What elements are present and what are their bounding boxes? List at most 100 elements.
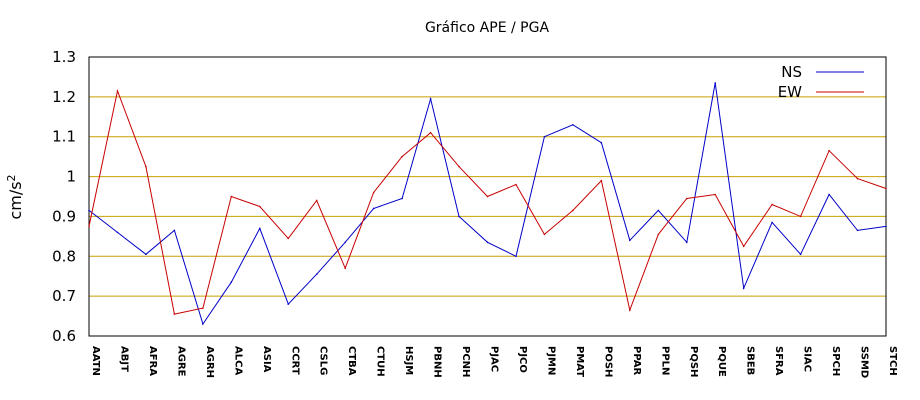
x-tick-label: ASIA <box>261 346 272 373</box>
series-line-ew <box>88 89 887 315</box>
x-tick-label: STCH <box>887 346 898 376</box>
data-point-ns <box>458 215 460 218</box>
x-tick-label: AFRA <box>147 346 158 376</box>
data-point-ew <box>600 179 603 182</box>
data-point-ns <box>714 82 717 84</box>
data-point-ns <box>145 253 147 256</box>
data-point-ns <box>572 123 574 126</box>
data-point-ns <box>515 255 517 258</box>
data-point-ns <box>287 303 290 305</box>
data-point-ew <box>258 205 261 208</box>
x-tick-label: CSLG <box>318 346 329 375</box>
data-point-ns <box>543 135 546 138</box>
y-tick-label: 1.2 <box>52 88 76 106</box>
data-point-ew <box>429 131 432 134</box>
x-tick-label: PPAR <box>631 346 642 375</box>
data-point-ns <box>486 241 489 244</box>
y-tick-label: 0.6 <box>52 327 76 345</box>
data-point-ns <box>202 323 204 325</box>
data-point-ns <box>799 253 802 256</box>
x-tick-label: PJCO <box>517 346 528 373</box>
data-point-ns <box>771 221 773 224</box>
data-point-ns <box>315 273 318 276</box>
data-point-ns <box>828 193 830 196</box>
x-tick-label: PQSH <box>688 346 699 377</box>
data-point-ew <box>344 267 346 270</box>
y-tick-label: 1.3 <box>52 48 76 66</box>
data-point-ns <box>344 241 346 244</box>
x-tick-label: AGRH <box>204 346 215 378</box>
data-point-ns <box>401 197 403 200</box>
data-point-ew <box>515 183 517 186</box>
data-point-ew <box>202 307 204 309</box>
x-tick-label: SIAC <box>802 346 813 372</box>
data-point-ns <box>258 227 261 230</box>
x-tick-label: PQUE <box>716 346 727 377</box>
data-point-ew <box>401 155 403 158</box>
x-tick-label: ALCA <box>232 346 243 375</box>
data-point-ew <box>771 203 773 206</box>
grid <box>89 96 886 297</box>
legend-label-ns: NS <box>781 63 802 81</box>
data-point-ew <box>372 191 375 194</box>
x-tick-label: PMAT <box>574 346 585 377</box>
data-point-ew <box>486 195 489 198</box>
x-tick-label: HSJM <box>403 346 414 375</box>
x-axis-ticks: AATN ABJT AFRA AGRE AGRH ALCA ASIA CCRT CSLG CTBA… <box>90 346 898 378</box>
data-point-ns <box>230 281 233 283</box>
chart-title: Gráfico APE / PGA <box>425 20 549 36</box>
data-point-ew <box>88 225 90 228</box>
data-point-ew <box>629 309 631 311</box>
data-point-ns <box>173 229 176 232</box>
data-point-ew <box>230 195 233 198</box>
legend: NS EW <box>778 63 864 101</box>
data-point-ns <box>657 209 660 212</box>
data-point-ns <box>429 98 432 100</box>
data-point-ew <box>543 233 546 236</box>
data-point-ns <box>856 229 859 232</box>
data-point-ew <box>685 197 688 200</box>
data-point-ns <box>88 209 90 212</box>
x-tick-label: SBEB <box>745 346 756 375</box>
y-tick-label: 1 <box>66 168 76 186</box>
data-point-ew <box>315 199 318 202</box>
y-tick-label: 0.7 <box>52 287 76 305</box>
data-point-ew <box>828 149 830 152</box>
data-point-ew <box>145 165 147 168</box>
x-tick-label: PCNH <box>460 346 471 377</box>
x-tick-label: SFRA <box>773 346 784 376</box>
x-tick-label: CTBA <box>346 346 357 376</box>
y-axis-ticks: 0.6 0.7 0.8 0.9 1 1.1 1.2 1.3 <box>52 48 76 345</box>
data-point-ns <box>372 207 375 210</box>
x-tick-label: POSH <box>602 346 613 377</box>
data-point-ew <box>173 313 176 315</box>
data-point-ew <box>714 193 717 196</box>
data-point-ew <box>287 237 290 240</box>
y-axis-label: cm/s2 <box>5 174 25 219</box>
x-tick-label: CTUH <box>375 346 386 377</box>
x-tick-label: CCRT <box>289 346 300 375</box>
data-point-ew <box>458 165 460 168</box>
x-tick-label: PJMN <box>545 346 556 375</box>
y-axis-label-superscript: 2 <box>5 174 18 181</box>
legend-label-ew: EW <box>778 83 802 101</box>
data-point-ns <box>629 239 631 242</box>
data-point-ew <box>742 245 745 248</box>
plot-frame <box>88 56 887 337</box>
data-point-ns <box>116 231 119 234</box>
y-tick-label: 0.9 <box>52 207 76 225</box>
x-tick-label: SPCH <box>830 346 841 376</box>
series-lines <box>88 82 887 326</box>
x-tick-label: AATN <box>90 346 101 376</box>
data-point-ns <box>600 141 603 144</box>
x-tick-label: PJAC <box>489 346 500 372</box>
x-tick-label: PPLN <box>659 346 670 375</box>
x-tick-label: PBNH <box>432 346 443 378</box>
data-point-ew <box>657 233 660 236</box>
y-tick-label: 1.1 <box>52 128 76 146</box>
data-point-ew <box>856 177 859 180</box>
data-point-ns <box>742 287 745 289</box>
x-tick-label: ABJT <box>118 346 129 372</box>
data-point-ew <box>572 209 574 212</box>
